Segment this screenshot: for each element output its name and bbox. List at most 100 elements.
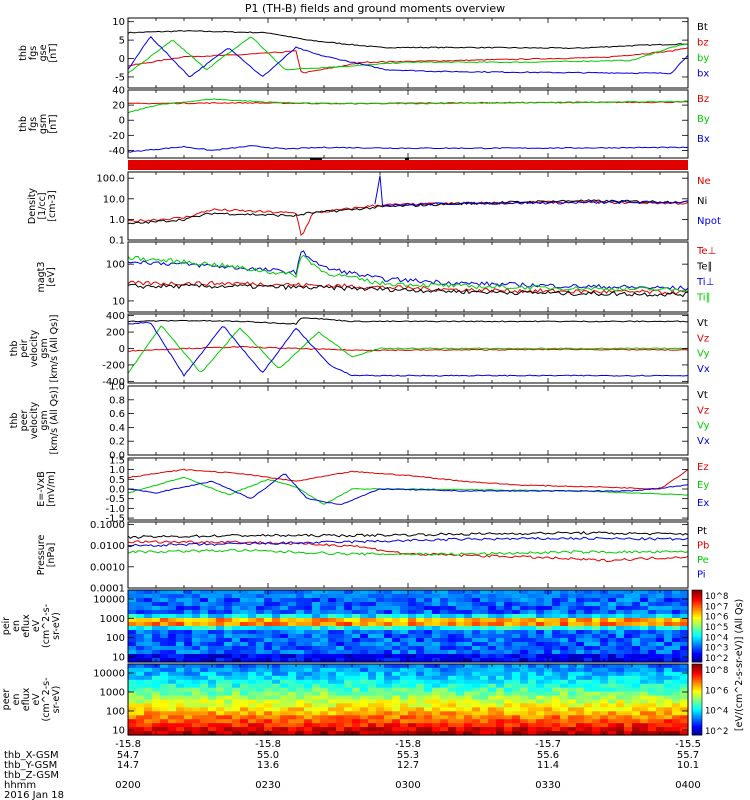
spectrogram-cell bbox=[456, 650, 465, 655]
spectrogram-cell bbox=[648, 646, 657, 651]
spectrogram-cell bbox=[288, 687, 297, 693]
spectrogram-cell bbox=[488, 723, 497, 728]
spectrogram-cell bbox=[128, 602, 137, 607]
spectrogram-cell bbox=[520, 622, 529, 627]
spectrogram-cell bbox=[608, 654, 617, 659]
spectrogram-cell bbox=[144, 664, 153, 669]
spectrogram-cell bbox=[256, 719, 265, 724]
spectrogram-cell bbox=[248, 626, 257, 631]
spectrogram-cell bbox=[208, 691, 217, 697]
spectrogram-cell bbox=[480, 626, 489, 631]
spectrogram-cell bbox=[464, 658, 473, 663]
spectrogram-cell bbox=[296, 687, 305, 693]
spectrogram-cell bbox=[144, 723, 153, 728]
spectrogram-cell bbox=[248, 667, 257, 673]
spectrogram-cell bbox=[464, 590, 473, 595]
spectrogram-cell bbox=[368, 618, 377, 623]
spectrogram-cell bbox=[424, 602, 433, 607]
y-axis-label-line: thb bbox=[0, 618, 2, 634]
spectrogram-cell bbox=[304, 598, 313, 603]
spectrogram-cell bbox=[608, 727, 617, 732]
spectrogram-cell bbox=[384, 626, 393, 631]
spectrogram-cell bbox=[592, 679, 601, 685]
spectrogram-cell bbox=[544, 610, 553, 615]
spectrogram-cell bbox=[392, 638, 401, 643]
spectrogram-cell bbox=[152, 634, 161, 639]
y-axis-label-line: (cm^2-s- bbox=[41, 678, 52, 722]
spectrogram-cell bbox=[408, 630, 417, 635]
spectrogram-cell bbox=[528, 671, 537, 677]
spectrogram-cell bbox=[280, 654, 289, 659]
spectrogram-cell bbox=[584, 654, 593, 659]
spectrogram-cell bbox=[448, 699, 457, 704]
spectrogram-cell bbox=[392, 626, 401, 631]
spectrogram-cell bbox=[608, 691, 617, 697]
colorbar-segment bbox=[692, 615, 702, 618]
spectrogram-cell bbox=[192, 638, 201, 643]
spectrogram-cell bbox=[624, 691, 633, 697]
spectrogram-cell bbox=[600, 602, 609, 607]
spectrogram-cell bbox=[248, 638, 257, 643]
spectrogram-cell bbox=[128, 634, 137, 639]
spectrogram-cell bbox=[232, 622, 241, 627]
spectrogram-cell bbox=[376, 618, 385, 623]
spectrogram-cell bbox=[528, 727, 537, 732]
spectrogram-cell bbox=[392, 667, 401, 673]
spectrogram-cell bbox=[368, 675, 377, 681]
spectrogram-cell bbox=[264, 707, 273, 712]
x-row-value: 0300 bbox=[395, 780, 420, 791]
series-vx bbox=[128, 321, 689, 377]
spectrogram-cell bbox=[232, 687, 241, 693]
spectrogram-cell bbox=[640, 590, 649, 595]
spectrogram-cell bbox=[664, 715, 673, 720]
spectrogram-cell bbox=[288, 707, 297, 712]
spectrogram-cell bbox=[368, 683, 377, 689]
spectrogram-cell bbox=[200, 711, 209, 716]
spectrogram-cell bbox=[648, 630, 657, 635]
spectrogram-cell bbox=[584, 707, 593, 712]
spectrogram-cell bbox=[664, 667, 673, 673]
spectrogram-cell bbox=[376, 646, 385, 651]
spectrogram-cell bbox=[672, 606, 681, 611]
spectrogram-cell bbox=[560, 602, 569, 607]
spectrogram-cell bbox=[576, 622, 585, 627]
spectrogram-cell bbox=[440, 687, 449, 693]
spectrogram-cell bbox=[168, 711, 177, 716]
spectrogram-cell bbox=[448, 630, 457, 635]
spectrogram-cell bbox=[608, 723, 617, 728]
spectrogram-cell bbox=[592, 687, 601, 693]
spectrogram-cell bbox=[448, 719, 457, 724]
y-axis-label-line: [km/s (All Qs)] bbox=[49, 315, 60, 383]
spectrogram-cell bbox=[328, 707, 337, 712]
spectrogram-cell bbox=[472, 650, 481, 655]
spectrogram-cell bbox=[168, 598, 177, 603]
spectrogram-cell bbox=[152, 618, 161, 623]
spectrogram-cell bbox=[288, 679, 297, 685]
series-ne bbox=[127, 200, 689, 237]
spectrogram-cell bbox=[448, 683, 457, 689]
spectrogram-cell bbox=[216, 719, 225, 724]
spectrogram-cell bbox=[680, 699, 689, 704]
colorbar-segment bbox=[692, 687, 702, 690]
spectrogram-cell bbox=[224, 622, 233, 627]
colorbar-segment bbox=[692, 692, 702, 695]
spectrogram-cell bbox=[448, 654, 457, 659]
colorbar-segment bbox=[692, 727, 702, 731]
spectrogram-cell bbox=[160, 650, 169, 655]
spectrogram-cell bbox=[528, 614, 537, 619]
spectrogram-cell bbox=[160, 606, 169, 611]
spectrogram-cell bbox=[400, 711, 409, 716]
spectrogram-cell bbox=[672, 622, 681, 627]
spectrogram-cell bbox=[136, 679, 145, 685]
spectrogram-cell bbox=[504, 614, 513, 619]
spectrogram-cell bbox=[568, 614, 577, 619]
spectrogram-cell bbox=[256, 707, 265, 712]
spectrogram-cell bbox=[632, 598, 641, 603]
spectrogram-cell bbox=[576, 602, 585, 607]
spectrogram-cell bbox=[400, 602, 409, 607]
spectrogram-cell bbox=[320, 650, 329, 655]
spectrogram-cell bbox=[424, 703, 433, 708]
spectrogram-cell bbox=[256, 634, 265, 639]
spectrogram-cell bbox=[224, 671, 233, 677]
